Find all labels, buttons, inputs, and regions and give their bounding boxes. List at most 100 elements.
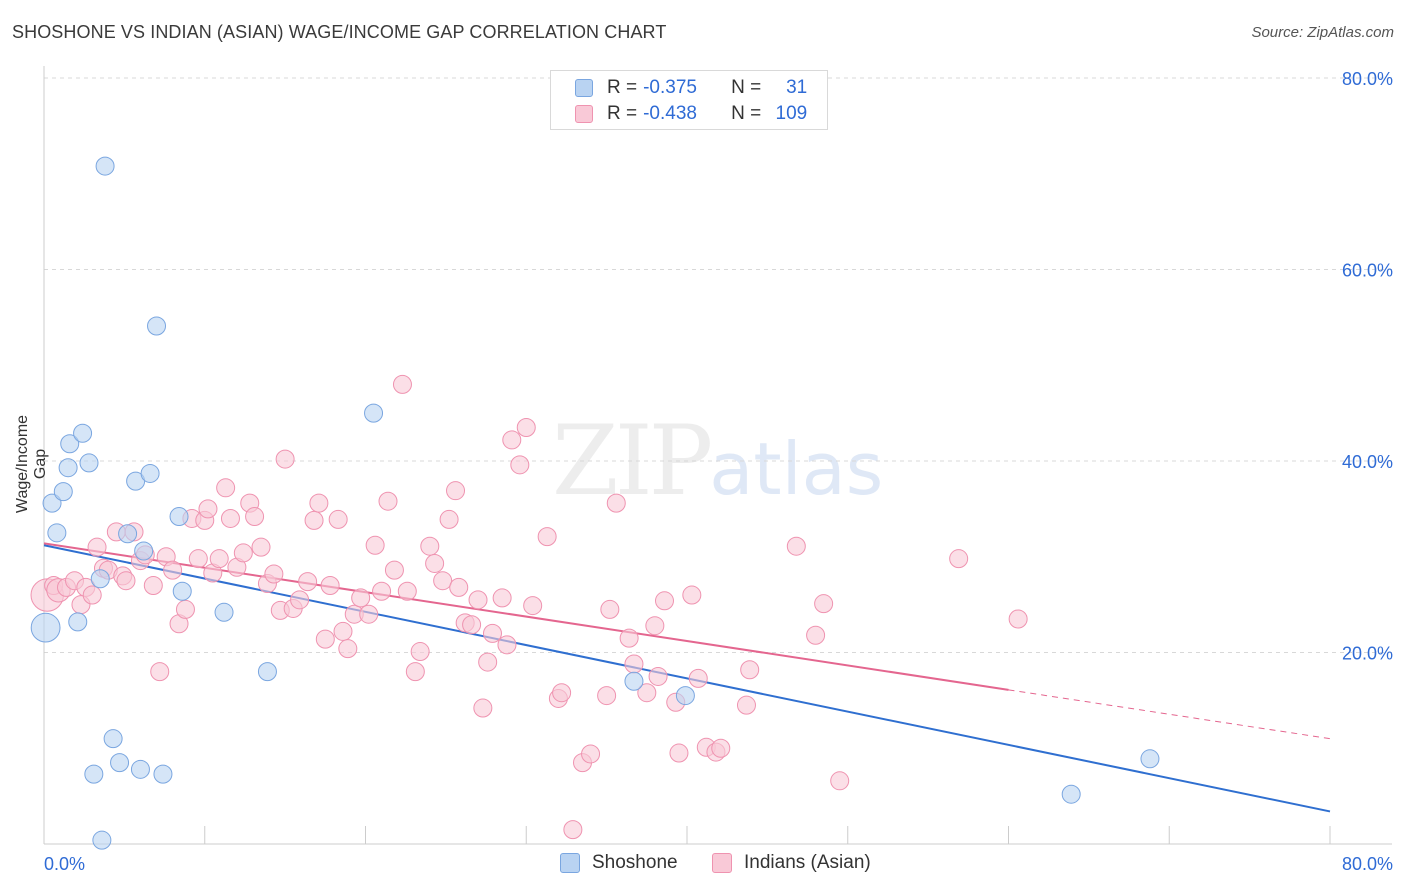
- indian-point: [830, 771, 850, 791]
- legend-r-value: -0.438: [643, 103, 697, 124]
- series-legend-indians[interactable]: Indians (Asian): [712, 852, 871, 874]
- indian-point: [216, 478, 236, 498]
- tick-labels: 20.0% 40.0% 60.0% 80.0% 0.0% 80.0%: [44, 69, 1393, 874]
- shoshone-point: [153, 764, 173, 784]
- indian-point: [198, 499, 218, 519]
- indian-point: [736, 695, 756, 715]
- indian-point: [338, 639, 358, 659]
- indian-point: [688, 668, 708, 688]
- indian-point: [645, 616, 665, 636]
- indians-swatch: [575, 105, 593, 123]
- indian-point: [188, 549, 208, 569]
- indian-point: [328, 509, 348, 529]
- axes: [43, 66, 1392, 845]
- indian-point: [786, 536, 806, 556]
- shoshone-point: [42, 493, 62, 513]
- legend-row-indians: R = -0.438 N = 109: [575, 102, 807, 126]
- indian-point: [405, 662, 425, 682]
- series-legend-label: Indians (Asian): [744, 852, 871, 873]
- shoshone-point: [58, 458, 78, 478]
- indians-swatch: [712, 853, 732, 873]
- shoshone-point: [214, 602, 234, 622]
- indian-point: [359, 604, 379, 624]
- indian-point: [433, 571, 453, 591]
- indian-point: [600, 599, 620, 619]
- source-credit: Source: ZipAtlas.com: [1251, 24, 1394, 41]
- shoshone-point: [92, 830, 112, 850]
- indian-point: [333, 621, 353, 641]
- shoshone-point: [30, 612, 61, 643]
- indian-point: [510, 455, 530, 475]
- indian-point: [468, 590, 488, 610]
- indian-point: [552, 683, 572, 703]
- indian-point: [478, 652, 498, 672]
- y-tick-label: 20.0%: [1342, 644, 1393, 664]
- trend-line-shoshone: [43, 544, 1331, 813]
- data-points: [30, 156, 1160, 850]
- shoshone-point: [103, 729, 123, 749]
- indian-point: [425, 553, 445, 573]
- indian-point: [473, 698, 493, 718]
- indian-point: [806, 625, 826, 645]
- shoshone-point: [257, 662, 277, 682]
- indian-point: [163, 560, 183, 580]
- shoshone-point: [90, 569, 110, 589]
- shoshone-point: [53, 482, 73, 502]
- shoshone-point: [47, 523, 67, 543]
- shoshone-point: [95, 156, 115, 176]
- shoshone-point: [84, 764, 104, 784]
- indian-point: [537, 527, 557, 547]
- indian-point: [143, 575, 163, 595]
- indian-point: [251, 537, 271, 557]
- y-tick-label: 60.0%: [1342, 261, 1393, 281]
- indian-point: [290, 590, 310, 610]
- shoshone-point: [110, 753, 130, 773]
- series-legend-shoshone[interactable]: Shoshone: [560, 852, 678, 874]
- legend-n-value: 109: [775, 103, 808, 124]
- shoshone-point: [79, 453, 99, 473]
- indian-point: [420, 536, 440, 556]
- indian-point: [82, 585, 102, 605]
- indian-point: [384, 560, 404, 580]
- indian-point: [439, 509, 459, 529]
- shoshone-point: [1061, 784, 1081, 804]
- shoshone-point: [1140, 749, 1160, 769]
- indian-point: [682, 585, 702, 605]
- series-legend-label: Shoshone: [592, 852, 678, 873]
- legend-r-value: -0.375: [643, 77, 697, 98]
- indian-point: [351, 588, 371, 608]
- correlation-legend: R = -0.375 N = 31 R = -0.438 N = 109: [550, 70, 828, 130]
- shoshone-point: [130, 759, 150, 779]
- legend-r-label: R =: [607, 103, 638, 124]
- shoshone-point: [140, 463, 160, 483]
- y-tick-label: 40.0%: [1342, 452, 1393, 472]
- indian-point: [116, 571, 136, 591]
- shoshone-point: [169, 507, 189, 527]
- indian-point: [309, 493, 329, 513]
- trend-lines: [43, 542, 1331, 813]
- shoshone-swatch: [560, 853, 580, 873]
- shoshone-point: [172, 581, 192, 601]
- x-tick-label: 80.0%: [1342, 854, 1393, 874]
- indian-point: [233, 543, 253, 563]
- indian-point: [1008, 609, 1028, 629]
- legend-n-value: 31: [786, 77, 808, 98]
- indian-point: [209, 549, 229, 569]
- indian-point: [497, 635, 517, 655]
- y-tick-label: 80.0%: [1342, 69, 1393, 89]
- indian-point: [392, 374, 412, 394]
- indian-point: [320, 575, 340, 595]
- indian-point: [654, 591, 674, 611]
- indian-point: [378, 491, 398, 511]
- shoshone-point: [118, 524, 138, 544]
- indian-point: [581, 744, 601, 764]
- indian-point: [482, 623, 502, 643]
- trend-line-extension: [1008, 689, 1331, 740]
- indian-point: [462, 615, 482, 635]
- indian-point: [624, 654, 644, 674]
- indian-point: [563, 820, 583, 840]
- legend-n-label: N =: [731, 77, 762, 98]
- indian-point: [492, 588, 512, 608]
- indian-point: [264, 564, 284, 584]
